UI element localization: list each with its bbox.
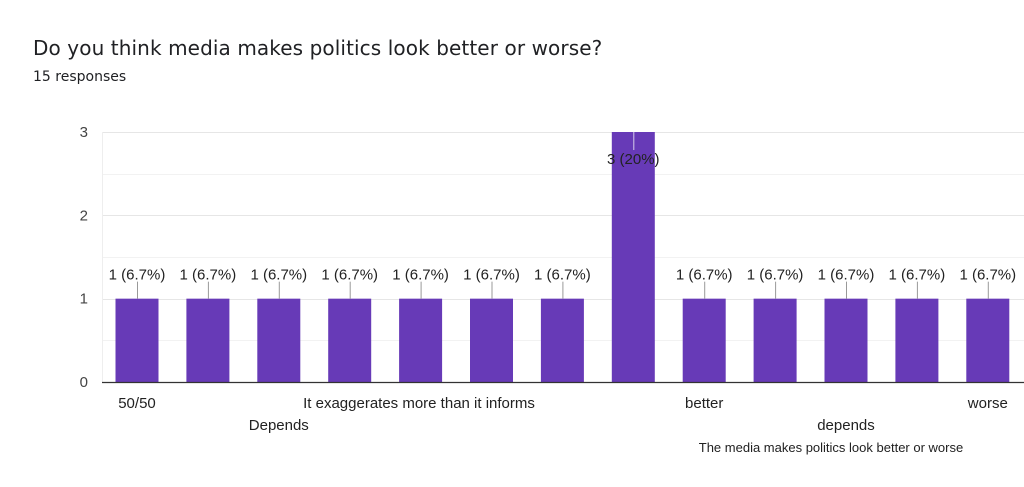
x-category-label: 50/50 (118, 395, 156, 412)
data-label: 1 (6.7%) (889, 267, 946, 284)
data-label: 1 (6.7%) (534, 267, 591, 284)
bar (895, 298, 939, 382)
bar (328, 298, 372, 382)
data-label: 1 (6.7%) (250, 267, 307, 284)
bar (470, 298, 513, 382)
bar (399, 298, 443, 382)
data-label: 1 (6.7%) (392, 267, 449, 284)
x-category-label: worse (967, 395, 1008, 412)
data-label: 3 (20%) (607, 151, 660, 168)
x-category-label: Depends (249, 417, 309, 434)
data-label: 1 (6.7%) (818, 267, 875, 284)
bar (753, 298, 797, 382)
y-axis: 0 1 2 3 (80, 124, 88, 391)
y-tick-label: 2 (80, 207, 88, 224)
data-label: 1 (6.7%) (180, 267, 237, 284)
bar (966, 298, 1010, 382)
data-label: 1 (6.7%) (959, 267, 1016, 284)
x-axis: 50/50 Depends It exaggerates more than it … (102, 381, 1024, 455)
data-label: 1 (6.7%) (747, 267, 804, 284)
data-label: 1 (6.7%) (109, 267, 166, 284)
x-category-label: The media makes politics look better or … (699, 440, 963, 455)
x-category-label: It exaggerates more than it informs (303, 395, 535, 412)
data-labels: 1 (6.7%) 1 (6.7%) 1 (6.7%) 1 (6.7%) 1 (6.7%)… (109, 132, 1016, 299)
y-tick-label: 3 (80, 124, 88, 141)
y-tick-label: 1 (80, 291, 88, 308)
bar (682, 298, 726, 382)
response-count: 15 responses (33, 69, 127, 85)
data-label: 1 (6.7%) (463, 267, 520, 284)
y-tick-label: 0 (80, 374, 88, 391)
x-category-label: better (685, 395, 723, 412)
bar (257, 298, 301, 382)
data-label: 1 (6.7%) (321, 267, 378, 284)
bar (824, 298, 868, 382)
bar (186, 298, 230, 382)
bar (540, 298, 584, 382)
data-label: 1 (6.7%) (676, 267, 733, 284)
x-category-label: depends (817, 417, 875, 434)
bar (611, 132, 655, 382)
bar (115, 298, 159, 382)
bars (115, 132, 1010, 382)
chart-title: Do you think media makes politics look b… (33, 36, 603, 60)
